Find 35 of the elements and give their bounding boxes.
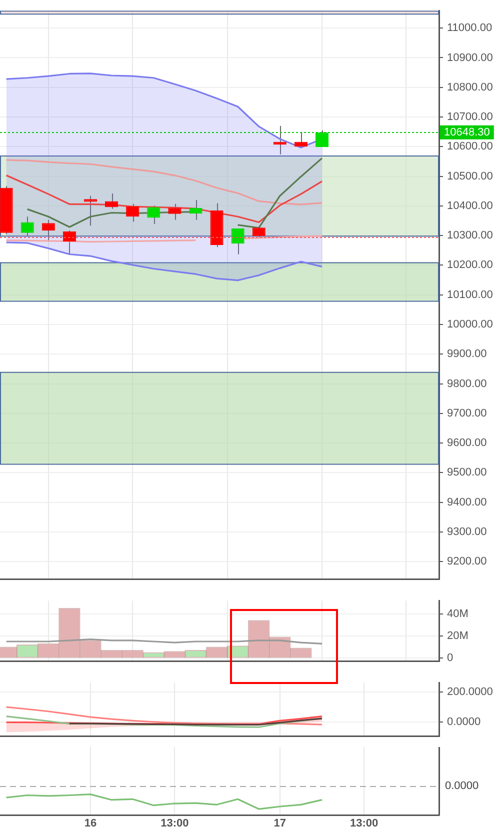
y-tick-label: 10800.00	[447, 81, 493, 94]
y-tick-label: 40M	[447, 608, 468, 620]
y-tick-label: 9200.00	[447, 556, 487, 568]
y-tick-label: 200.0000	[447, 686, 493, 698]
y-tick-label: 10400.00	[447, 200, 493, 212]
y-tick-label: 9400.00	[447, 496, 487, 508]
y-tick-label: 10000.00	[447, 318, 493, 331]
candlestick	[294, 131, 308, 148]
candlestick	[84, 195, 98, 226]
y-tick-label: 0.0000	[447, 716, 481, 728]
y-tick-label: 9600.00	[447, 437, 487, 450]
x-tick-label: 17	[274, 818, 286, 830]
y-tick-label: 20M	[447, 630, 468, 642]
y-tick-label: 11000.00	[447, 22, 492, 34]
y-tick-label: 10100.00	[447, 288, 493, 301]
x-tick-label: 16	[84, 818, 97, 830]
y-tick-label: 10700.00	[447, 111, 493, 124]
y-tick-label: 0	[447, 652, 454, 664]
candlestick	[105, 192, 118, 210]
y-tick-label: 9800.00	[447, 378, 487, 390]
y-tick-label: 9300.00	[447, 526, 487, 538]
candlestick	[168, 203, 182, 220]
candlestick	[189, 200, 202, 220]
y-tick-label: 10900.00	[447, 52, 493, 64]
y-tick-label: 9500.00	[447, 466, 487, 479]
x-tick-label: 13:00	[350, 818, 378, 830]
y-tick-label: 9700.00	[447, 407, 487, 420]
y-tick-label: 10600.00	[447, 140, 493, 153]
y-tick-label: 10300.00	[447, 230, 493, 242]
y-tick-label: 10500.00	[447, 170, 493, 182]
y-tick-label: 10200.00	[447, 259, 493, 272]
ref-line-label: 10648.30	[444, 126, 490, 138]
candlestick	[42, 219, 55, 242]
x-tick-label: 13:00	[160, 818, 189, 830]
y-tick-label: 9900.00	[447, 348, 487, 360]
